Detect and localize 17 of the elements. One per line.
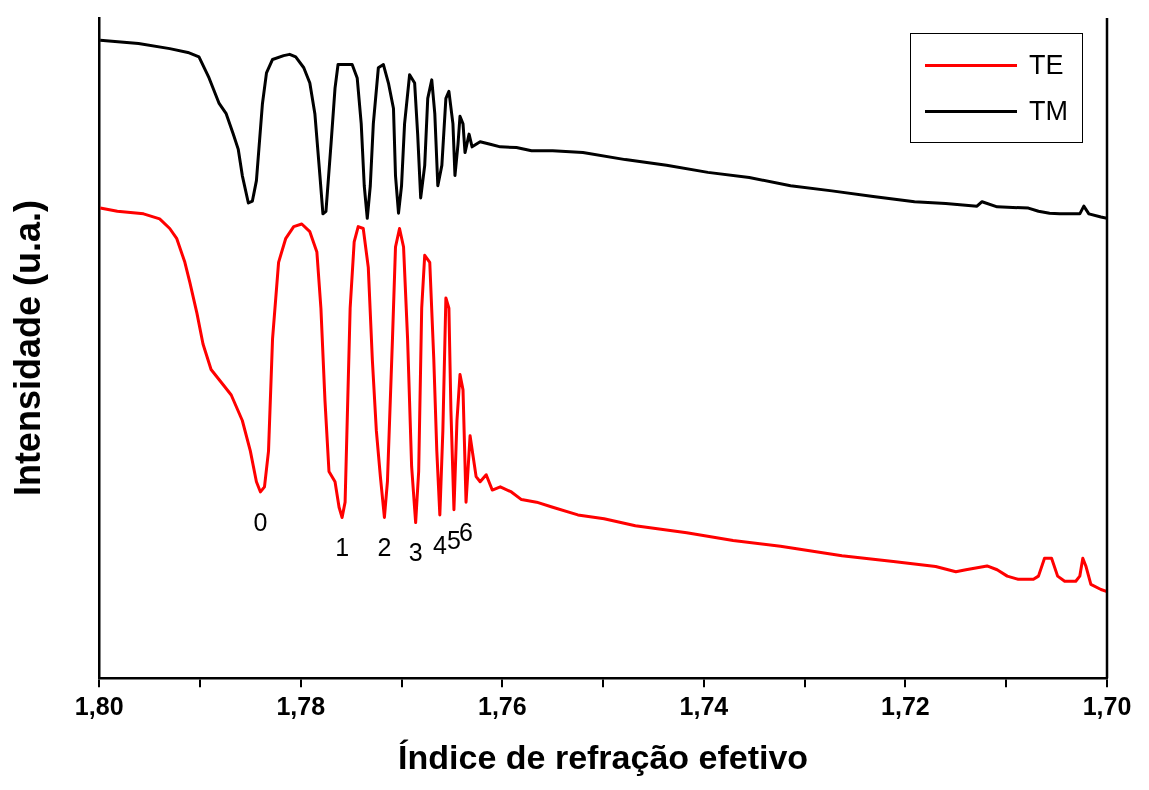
- annotation: 3: [408, 538, 423, 567]
- annotation: 6: [459, 518, 473, 547]
- x-axis-title: Índice de refração efetivo: [398, 737, 809, 776]
- x-tick-label: 1,74: [679, 692, 729, 721]
- annotation: 4: [432, 530, 447, 559]
- annotation: 2: [377, 533, 392, 562]
- x-tick-label: 1,80: [74, 692, 124, 721]
- legend-label: TE: [1029, 49, 1064, 81]
- y-axis-title: Intensidade (u.a.): [6, 200, 48, 497]
- x-tick-label: 1,72: [881, 692, 930, 721]
- annotation: 5: [446, 525, 461, 554]
- x-tick-label: 1,78: [276, 692, 326, 721]
- x-tick-label: 1,70: [1082, 692, 1132, 721]
- annotation: 0: [253, 507, 268, 536]
- x-tick-label: 1,76: [477, 692, 527, 721]
- legend-label: TM: [1029, 95, 1068, 127]
- annotation: 1: [335, 533, 350, 562]
